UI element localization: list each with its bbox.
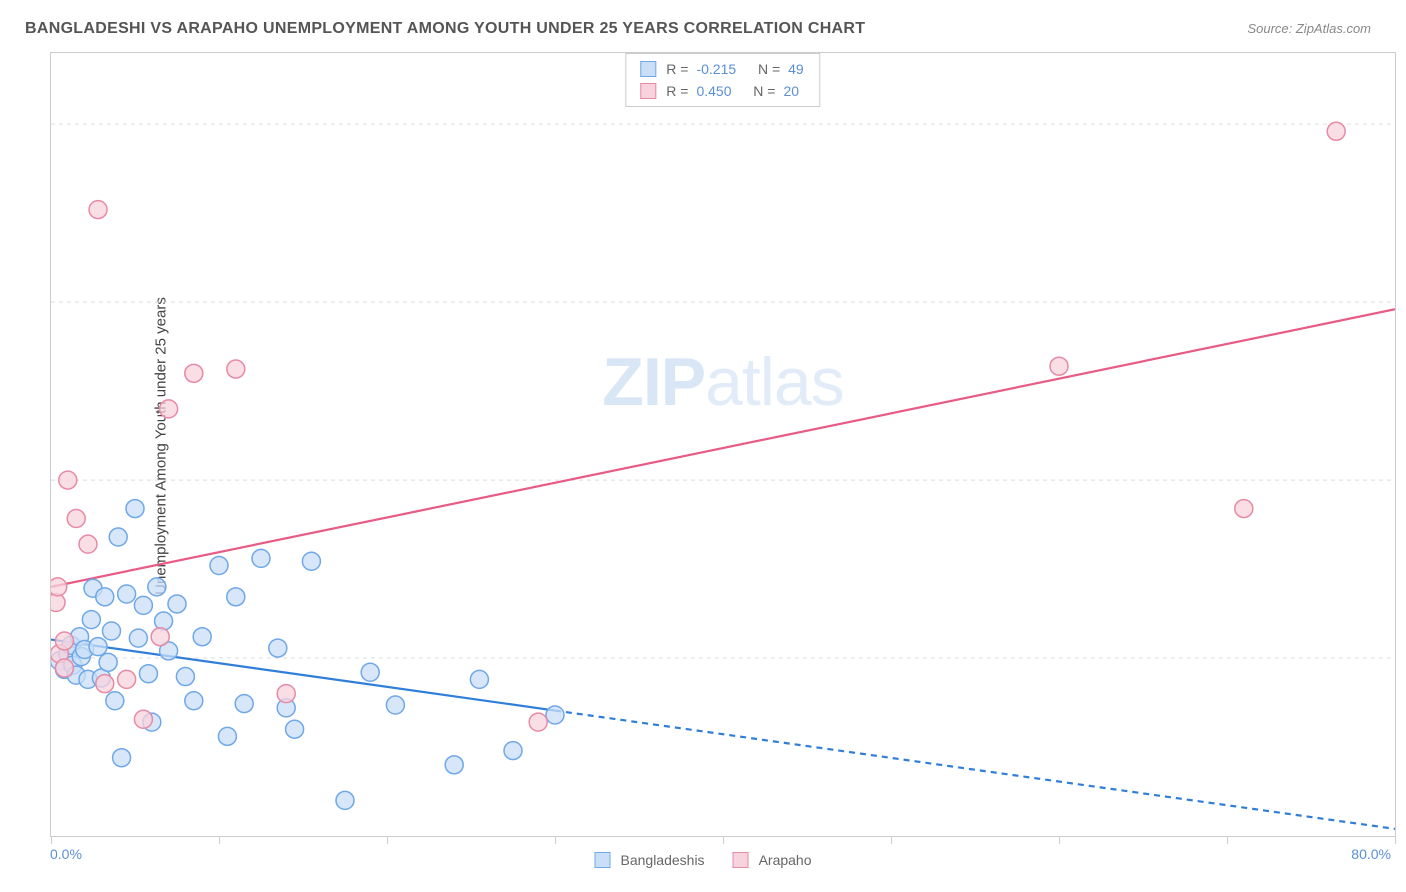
stats-box: R = -0.215 N = 49 R = 0.450 N = 20 <box>625 53 820 107</box>
x-tick <box>723 836 724 844</box>
title-row: BANGLADESHI VS ARAPAHO UNEMPLOYMENT AMON… <box>10 20 1396 46</box>
x-tick <box>51 836 52 844</box>
legend-item-0: Bangladeshis <box>595 852 705 868</box>
x-min-label: 0.0% <box>50 846 82 862</box>
x-tick <box>219 836 220 844</box>
x-tick <box>387 836 388 844</box>
x-max-label: 80.0% <box>1351 846 1391 862</box>
stats-n-0: 49 <box>788 58 804 80</box>
chart-container: BANGLADESHI VS ARAPAHO UNEMPLOYMENT AMON… <box>0 0 1406 892</box>
legend-label-0: Bangladeshis <box>621 852 705 868</box>
x-tick <box>891 836 892 844</box>
legend-swatch-1 <box>733 852 749 868</box>
stats-row-1: R = 0.450 N = 20 <box>640 80 805 102</box>
legend-swatch-0 <box>595 852 611 868</box>
stats-swatch-0 <box>640 61 656 77</box>
legend-item-1: Arapaho <box>733 852 812 868</box>
x-tick <box>1395 836 1396 844</box>
chart-title: BANGLADESHI VS ARAPAHO UNEMPLOYMENT AMON… <box>25 20 865 38</box>
stats-n-label: N = <box>758 58 780 80</box>
legend-label-1: Arapaho <box>759 852 812 868</box>
stats-n-1: 20 <box>783 80 799 102</box>
stats-r-label: R = <box>666 80 688 102</box>
chart-frame: ZIPatlas R = -0.215 N = 49 R = 0.450 N =… <box>50 52 1396 837</box>
bottom-legend: Bangladeshis Arapaho <box>595 852 812 868</box>
source-label: Source: ZipAtlas.com <box>1247 21 1371 36</box>
stats-r-0: -0.215 <box>696 58 736 80</box>
x-tick <box>1227 836 1228 844</box>
stats-r-1: 0.450 <box>696 80 731 102</box>
x-tick <box>555 836 556 844</box>
stats-swatch-1 <box>640 83 656 99</box>
x-tick <box>1059 836 1060 844</box>
stats-n-label: N = <box>753 80 775 102</box>
stats-r-label: R = <box>666 58 688 80</box>
plot-svg <box>51 53 1395 836</box>
stats-row-0: R = -0.215 N = 49 <box>640 58 805 80</box>
